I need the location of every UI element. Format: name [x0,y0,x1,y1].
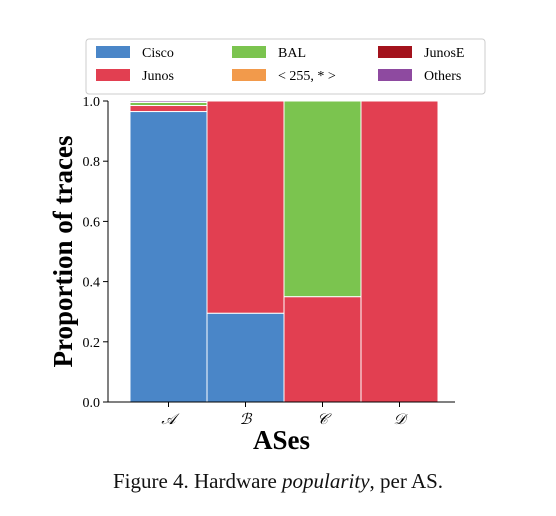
bar-segment-cisco-1 [206,312,285,403]
legend-label-255: < 255, * > [278,69,336,84]
y-tick-label-3: 0.6 [83,215,101,230]
legend-label-junose: JunosE [424,46,464,61]
y-tick-label-1: 0.2 [83,336,101,351]
bar-segment-junos-1 [206,100,285,314]
legend-label-others: Others [424,69,461,84]
caption-emphasis: popularity [282,469,370,493]
bar-segment-cisco-0 [129,111,208,403]
bar-segment-junos-3 [360,100,439,403]
bar-segment-junos-2 [283,296,362,403]
caption-suffix: , per AS. [369,469,444,493]
bar-segment-others-0 [129,100,208,104]
legend-label-bal: BAL [278,46,306,61]
bar-segment-bal-2 [283,100,362,298]
legend-swatch-junose [378,46,412,58]
y-tick-label-5: 1.0 [83,95,101,110]
y-tick-label-4: 0.8 [83,155,101,170]
x-tick-label-3: 𝒟 [394,412,409,428]
legend-label-cisco: Cisco [142,46,174,61]
x-tick-label-2: 𝒞 [317,412,332,428]
stacked-bar-chart: Cisco Junos BAL < 255, * > JunosE Others 0.0 0… [48,38,486,455]
y-axis-label: Proportion of traces [48,136,78,368]
legend: Cisco Junos BAL < 255, * > JunosE Others [85,38,486,95]
legend-swatch-255 [232,69,266,81]
legend-swatch-junos [96,69,130,81]
figure-caption: Figure 4. Hardware popularity, per AS. [0,469,556,494]
x-tick-label-1: ℬ [240,412,253,428]
bar-segment-junos-0 [129,105,208,113]
x-axis-label: ASes [253,425,310,455]
legend-label-junos: Junos [142,69,174,84]
y-tick-label-0: 0.0 [83,396,101,411]
legend-swatch-cisco [96,46,130,58]
legend-swatch-others [378,69,412,81]
y-tick-label-2: 0.4 [83,276,101,291]
x-tick-label-0: 𝒜 [161,412,180,428]
legend-swatch-bal [232,46,266,58]
bars [129,100,439,403]
caption-prefix: Figure 4. Hardware [112,469,283,493]
